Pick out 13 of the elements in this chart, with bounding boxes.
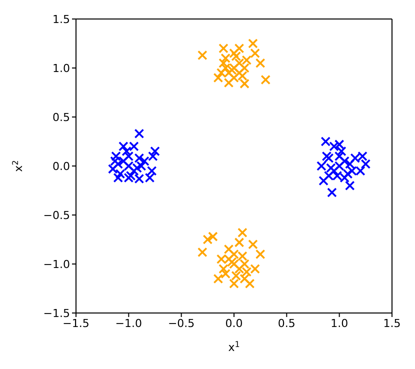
x-tick-label: −1.0: [115, 316, 142, 330]
y-tick-label: 0.0: [52, 160, 70, 173]
y-tick-label: 1.0: [52, 62, 70, 75]
x-axis-title: x$^{1}$: [228, 340, 240, 354]
y-tick-label: 0.5: [52, 110, 70, 124]
y-tick-label: −0.5: [43, 208, 70, 222]
x-tick-label: −0.5: [168, 316, 195, 330]
x-tick-label: 1.0: [330, 316, 348, 330]
y-tick-label: −1.0: [43, 258, 70, 271]
y-tick-label: 1.5: [52, 12, 70, 26]
x-tick-label: 0.5: [278, 316, 296, 330]
x-tick-label: 1.5: [383, 316, 401, 330]
x-tick-label: 0.0: [225, 316, 243, 330]
